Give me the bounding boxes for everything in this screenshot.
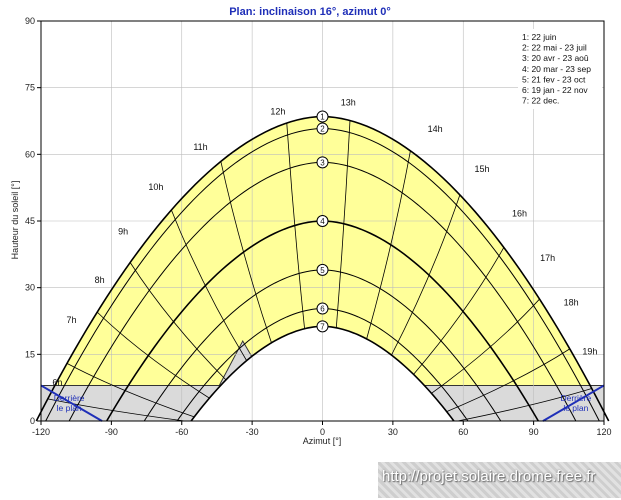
hour-label-15h: 15h [475,164,490,174]
watermark: http://projet.solaire.drome.free.fr [378,462,621,498]
hour-curve-16h [413,247,505,375]
behind-plane-label-left: Derrière le plan [54,393,85,413]
x-tick-label: 90 [529,427,539,437]
legend-item: 2: 22 mai - 23 juil [522,43,587,53]
y-tick-label: 0 [30,416,35,426]
x-tick-label: 60 [458,427,468,437]
date-marker-label-5: 5 [320,266,325,275]
behind-plane-line-left [40,384,103,422]
behind-plane-line-right [542,384,605,422]
date-marker-label-6: 6 [320,305,325,314]
x-tick-label: 0 [320,427,325,437]
hour-label-7h: 7h [66,315,76,325]
date-marker-label-7: 7 [320,322,325,331]
date-marker-5 [316,263,329,276]
date-marker-2 [316,122,329,135]
hour-label-17h: 17h [540,253,555,263]
hour-label-18h: 18h [564,297,579,307]
legend-item: 5: 21 fev - 23 oct [522,74,586,84]
date-marker-label-2: 2 [320,125,325,134]
y-tick-label: 60 [25,149,35,159]
hour-label-11h: 11h [193,142,207,152]
legend-box [518,29,602,109]
date-marker-6 [316,302,329,315]
legend-item: 6: 19 jan - 22 nov [522,85,588,95]
y-tick-label: 30 [25,283,35,293]
y-tick-label: 15 [25,349,35,359]
date-marker-7 [316,320,329,333]
hour-curve-12h [286,123,305,329]
date-marker-label-3: 3 [320,158,325,167]
hour-curve-13h [335,120,351,328]
hour-curve-14h [366,150,411,340]
hour-label-6h: 6h [52,377,62,387]
y-tick-label: 75 [25,83,35,93]
hour-label-16h: 16h [512,209,527,219]
hour-curve-8h [96,311,210,399]
hour-curve-7h [66,363,195,418]
legend-item: 1: 22 juin [522,32,557,42]
y-tick-label: 90 [25,16,35,26]
x-tick-label: -30 [246,427,259,437]
hour-curve-11h [220,161,272,343]
y-tick-label: 45 [25,216,35,226]
hour-label-8h: 8h [95,275,105,285]
hour-label-12h: 12h [270,106,285,116]
hour-curve-6h [47,398,185,422]
date-marker-1 [316,110,329,123]
hour-curve-10h [171,209,247,361]
x-tick-label: -120 [32,427,50,437]
x-tick-label: 120 [596,427,611,437]
y-axis-label: Hauteur du soleil [°] [10,181,20,260]
hour-curve-9h [129,262,227,381]
hour-label-13h: 13h [341,97,356,107]
date-curves: 1 2 3 4 5 6 7 [35,110,610,422]
x-tick-label: -60 [175,427,188,437]
hour-label-14h: 14h [428,124,443,134]
date-marker-label-4: 4 [320,217,325,226]
legend-item: 4: 20 mar - 23 sep [522,64,591,74]
date-marker-3 [316,156,329,169]
hour-curve-15h [391,194,461,356]
hour-curve-19h [457,388,592,422]
x-tick-label: -90 [105,427,118,437]
date-marker-4 [316,215,329,227]
hour-curves: 6h 7h 8h 9h 10h 11h 12h 13h 14h 15h 16h 17h 18h 19h De… [40,97,605,422]
hour-curve-18h [446,348,570,412]
hour-label-19h: 19h [582,346,597,356]
x-tick-label: 30 [388,427,398,437]
chart-title: Plan: inclinaison 16°, azimut 0° [229,6,391,18]
hour-curve-17h [431,298,540,394]
hour-label-10h: 10h [148,182,163,192]
x-axis-label: Azimut [°] [303,436,342,446]
watermark-text: http://projet.solaire.drome.free.fr [382,468,596,485]
behind-plane-label-right: Derrière le plan [560,393,591,413]
legend-item: 7: 22 dec. [522,96,559,106]
legend-item: 3: 20 avr - 23 aoû [522,53,589,63]
hour-label-9h: 9h [118,226,128,236]
date-marker-label-1: 1 [320,113,325,122]
